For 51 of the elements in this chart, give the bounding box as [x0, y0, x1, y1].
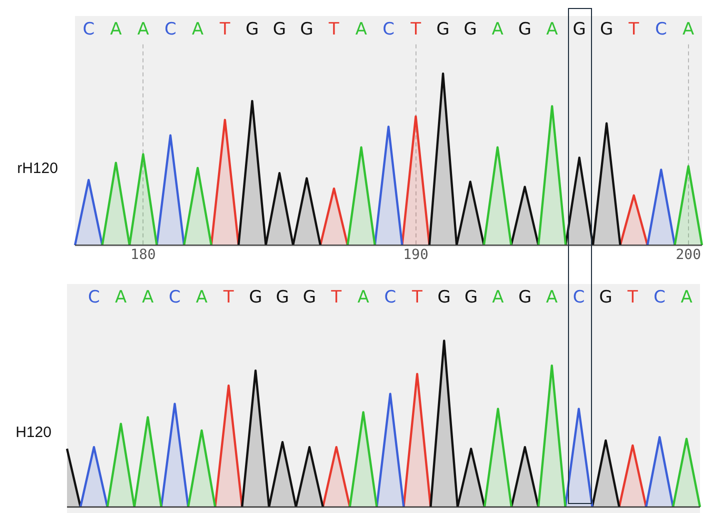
x-tick-label: G: [300, 20, 314, 40]
x-tick-label: A: [492, 20, 504, 40]
x-tick-label: G: [276, 288, 290, 308]
x-tick-label: T: [628, 20, 640, 40]
x-tick-label: A: [355, 20, 368, 40]
x-tick-label: G: [436, 20, 450, 40]
x-tick-label: G: [272, 20, 286, 40]
x-tick-label: C: [654, 288, 666, 308]
x-tick-label: A: [115, 288, 128, 308]
x-tick-label: C: [572, 288, 585, 308]
x-tick-label: A: [680, 288, 693, 308]
x-tick-label: C: [655, 20, 668, 40]
x-tick-label: T: [218, 20, 231, 40]
x-tick-label: C: [88, 288, 100, 308]
x-tick-label: A: [682, 20, 695, 40]
x-tick-label: A: [142, 288, 154, 308]
x-tick-label: C: [82, 20, 95, 40]
x-tick-label: C: [382, 20, 394, 40]
x-tick-label: G: [248, 288, 262, 308]
x-tick-label: A: [546, 288, 558, 308]
x-tick-label: G: [464, 20, 477, 40]
x-tick-label: G: [572, 20, 586, 40]
x-tick-label: T: [330, 288, 342, 308]
x-tick-label: A: [357, 288, 370, 308]
x-tick-label: A: [196, 288, 208, 308]
x-tick-label: A: [137, 20, 150, 40]
y-axis-title: H120: [16, 424, 52, 442]
x2-tick-label: 200: [676, 247, 702, 264]
y-axis-title: rH120: [17, 160, 58, 178]
x-tick-label: C: [168, 288, 181, 308]
x-tick-label: T: [222, 288, 234, 308]
x-tick-label: C: [384, 288, 396, 308]
x-tick-label: G: [518, 288, 532, 308]
x-tick-label: C: [164, 20, 176, 40]
x-tick-label: G: [246, 20, 259, 40]
x-tick-label: A: [110, 20, 122, 40]
x-tick-label: G: [599, 288, 612, 308]
x-tick-label: T: [626, 288, 638, 308]
x2-tick-label: 190: [403, 247, 428, 264]
x-tick-label: T: [410, 20, 422, 40]
x2-tick-label: 180: [130, 247, 156, 264]
x-tick-label: G: [464, 288, 478, 308]
x-tick-label: A: [492, 288, 504, 308]
x-tick-label: G: [518, 20, 532, 40]
x-tick-label: T: [328, 20, 340, 40]
x-tick-label: G: [438, 288, 451, 308]
x-tick-label: T: [410, 288, 423, 308]
x-tick-label: A: [192, 20, 204, 40]
x-tick-label: G: [302, 288, 316, 308]
x-tick-label: G: [600, 20, 614, 40]
x-tick-label: A: [546, 20, 558, 40]
